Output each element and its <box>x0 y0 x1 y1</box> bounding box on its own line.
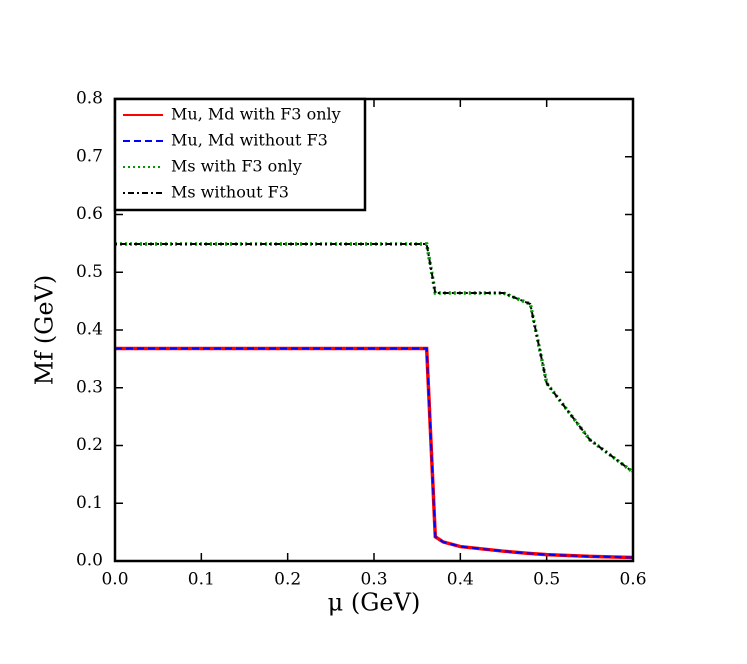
series-line <box>115 346 634 560</box>
x-tick-label: 0.5 <box>533 570 560 590</box>
y-tick-label: 0.2 <box>76 435 103 455</box>
y-axis-label: Mf (GeV) <box>31 275 59 386</box>
x-tick-label: 0.1 <box>188 570 215 590</box>
plot-frame <box>113 97 635 563</box>
series-line <box>115 242 634 473</box>
y-tick-label: 0.4 <box>76 320 103 340</box>
y-tick-label: 0.6 <box>76 204 103 224</box>
legend-label: Mu, Md with F3 only <box>171 105 341 124</box>
x-tick-label: 0.4 <box>447 570 474 590</box>
legend-label: Ms without F3 <box>171 183 289 202</box>
x-tick-label: 0.0 <box>101 570 128 590</box>
x-tick-label: 0.3 <box>360 570 387 590</box>
series-line <box>115 347 634 559</box>
x-tick-label: 0.6 <box>619 570 646 590</box>
x-axis-label: μ (GeV) <box>328 589 421 617</box>
legend-label: Ms with F3 only <box>171 157 302 176</box>
legend-label: Mu, Md without F3 <box>171 131 328 150</box>
y-tick-label: 0.3 <box>76 377 103 397</box>
legend-box <box>113 97 367 212</box>
series-line <box>115 242 635 474</box>
y-tick-label: 0.1 <box>76 493 103 513</box>
y-tick-label: 0.5 <box>76 262 103 282</box>
y-tick-label: 0.7 <box>76 146 103 166</box>
y-tick-label: 0.0 <box>76 551 103 571</box>
x-tick-label: 0.2 <box>274 570 301 590</box>
y-tick-label: 0.8 <box>76 89 103 109</box>
